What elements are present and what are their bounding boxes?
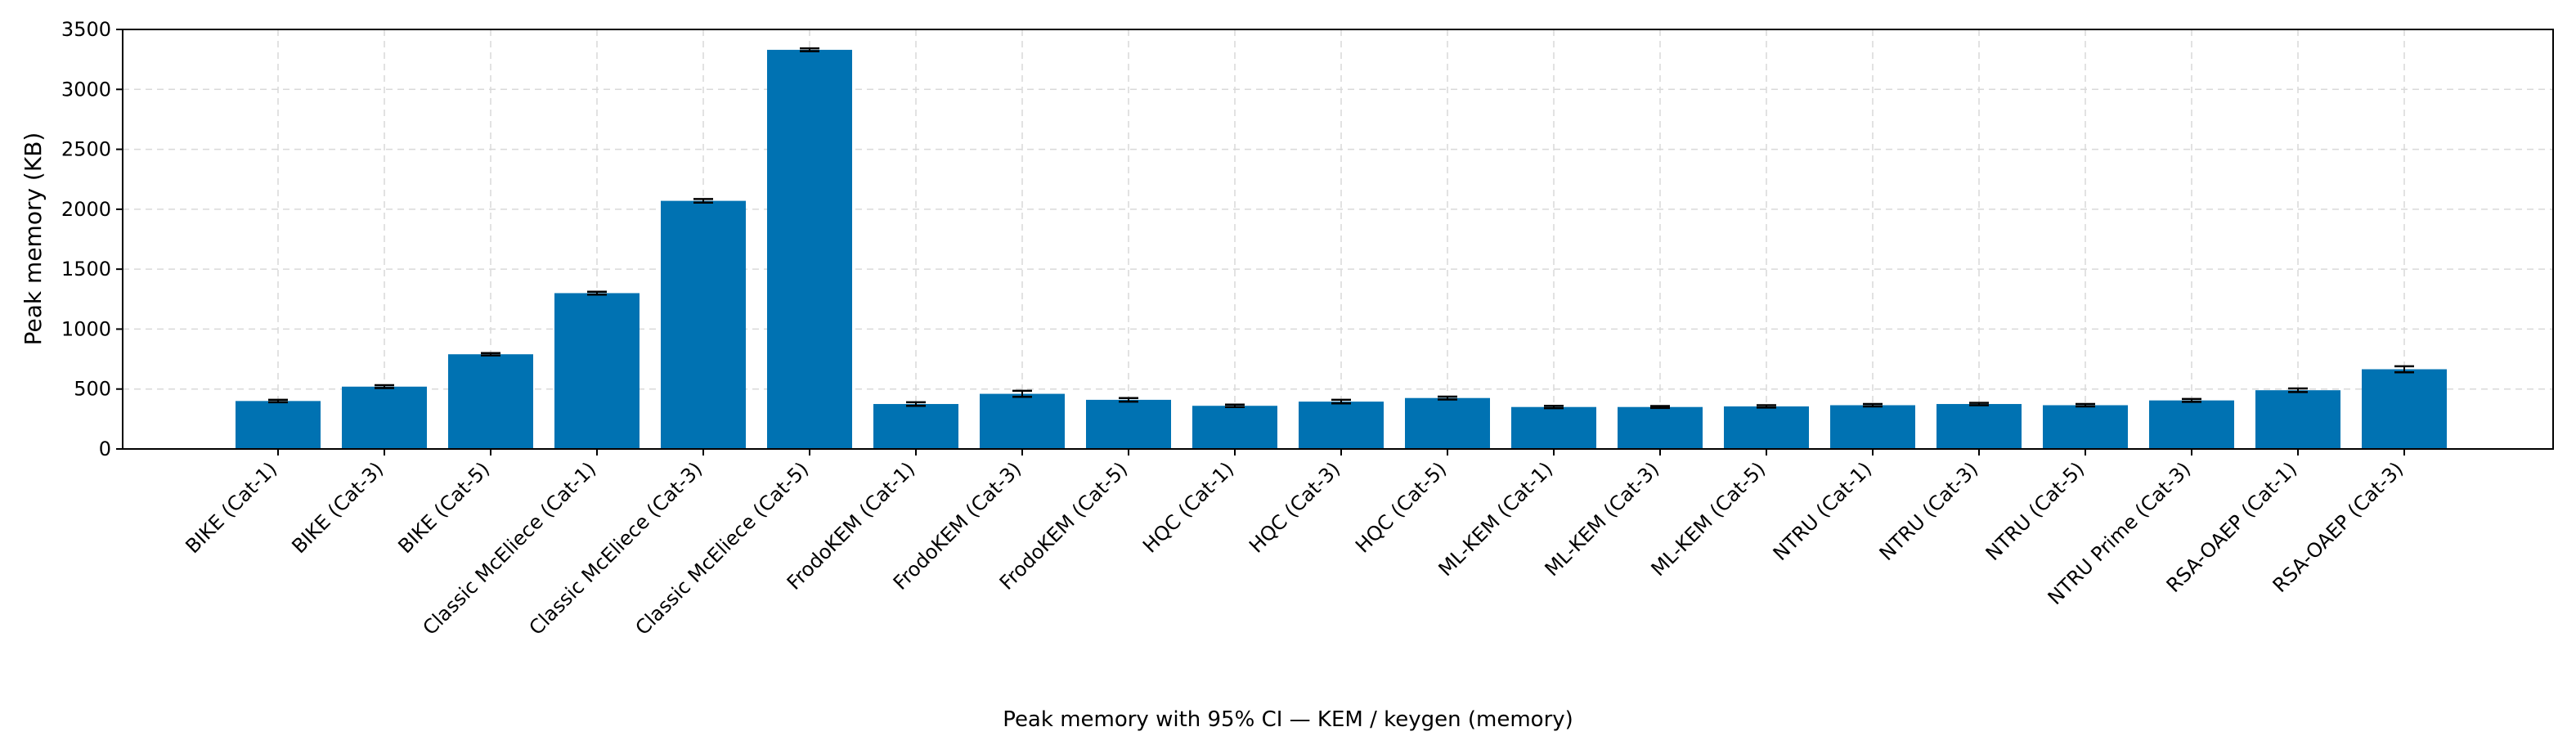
error-bar (800, 47, 819, 52)
bar (873, 404, 958, 449)
x-tick-label: ML-KEM (Cat-1) (1434, 457, 1558, 581)
bar (767, 49, 852, 449)
error-bars (268, 47, 2414, 410)
error-bar (1650, 405, 1670, 410)
y-tick-label: 0 (99, 438, 111, 460)
error-bar (1331, 398, 1351, 405)
y-axis-label: Peak memory (KB) (20, 132, 47, 346)
error-bar (1544, 404, 1564, 410)
bar (342, 386, 427, 449)
bar (1936, 404, 2022, 449)
error-bar (906, 401, 926, 407)
x-tick-label: Classic McEliece (Cat-5) (631, 457, 814, 640)
error-bar (587, 290, 607, 296)
error-bar (268, 398, 288, 404)
error-bar (1012, 389, 1032, 398)
y-tick-label: 500 (74, 378, 111, 401)
bar (1830, 405, 1915, 449)
x-tick-label: HQC (Cat-5) (1351, 457, 1451, 557)
y-tick-label: 2000 (61, 198, 111, 221)
x-tick-label: Classic McEliece (Cat-3) (525, 457, 707, 640)
chart-caption: Peak memory with 95% CI — KEM / keygen (… (1003, 707, 1573, 732)
error-bar (2182, 397, 2201, 403)
y-tick-label: 3000 (61, 78, 111, 101)
x-tick-label: BIKE (Cat-3) (287, 457, 388, 558)
bar (1192, 406, 1277, 449)
x-tick-label: BIKE (Cat-5) (393, 457, 494, 558)
bar (1618, 406, 1703, 449)
bar (236, 401, 321, 449)
x-tick-label: BIKE (Cat-1) (181, 457, 281, 558)
bar (2362, 369, 2447, 449)
error-bar (2076, 402, 2095, 408)
plot-frame (122, 29, 2554, 450)
y-tick-label: 1000 (61, 317, 111, 340)
bar (448, 354, 533, 449)
bars (236, 49, 2447, 449)
x-axis-ticks: BIKE (Cat-1) BIKE (Cat-3) BIKE (Cat-5)Clas… (181, 449, 2408, 640)
error-bar (2288, 387, 2308, 393)
bar (1299, 402, 1384, 449)
x-tick-label: HQC (Cat-3) (1245, 457, 1344, 557)
x-tick-label: HQC (Cat-1) (1138, 457, 1238, 557)
y-tick-label: 3500 (61, 18, 111, 41)
bar (2149, 400, 2234, 449)
x-tick-label: NTRU (Cat-5) (1981, 457, 2089, 565)
x-tick-label: ML-KEM (Cat-3) (1541, 457, 1664, 581)
bar (1405, 397, 1490, 449)
x-tick-label: NTRU (Cat-3) (1875, 457, 1983, 565)
x-tick-label: ML-KEM (Cat-5) (1647, 457, 1770, 581)
error-bar (2394, 365, 2414, 374)
error-bar (1119, 397, 1138, 403)
bar (1086, 399, 1171, 449)
error-bar (1225, 403, 1245, 408)
y-tick-label: 1500 (61, 258, 111, 280)
error-bar (481, 352, 500, 357)
error-bar (693, 198, 713, 204)
error-bar (1438, 395, 1457, 401)
error-bar (1969, 402, 1989, 406)
x-tick-label: NTRU (Cat-1) (1769, 457, 1877, 565)
error-bar (375, 384, 394, 389)
x-tick-label: Classic McEliece (Cat-1) (419, 457, 601, 640)
bar (661, 200, 746, 449)
bar (1724, 406, 1809, 449)
y-tick-label: 2500 (61, 138, 111, 161)
bar (2043, 405, 2128, 449)
y-axis-ticks: 0 500 1000 1500 2000 2500 3000 3500 (61, 18, 123, 460)
error-bar (1863, 402, 1883, 408)
bar (980, 393, 1065, 449)
bar (1511, 406, 1596, 449)
bar (2255, 390, 2340, 449)
error-bar (1757, 404, 1776, 409)
bar (554, 293, 640, 449)
